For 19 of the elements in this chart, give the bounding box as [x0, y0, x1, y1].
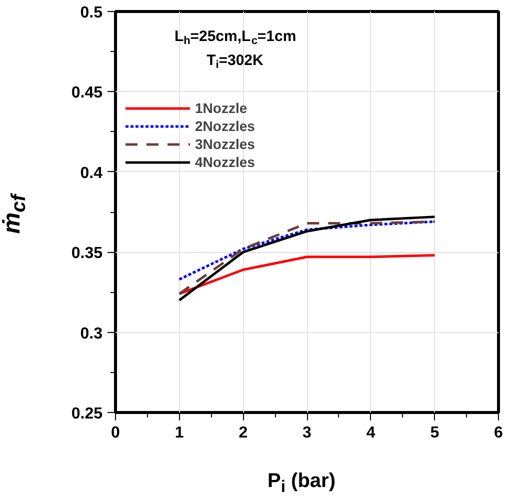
y-tick-label: 0.25 — [71, 406, 103, 422]
legend-label: 4Nozzles — [195, 153, 255, 171]
x-tick-label: 0 — [111, 424, 120, 442]
line-series — [178, 254, 436, 296]
legend-label: 3Nozzles — [195, 135, 255, 153]
x-tick-label: 1 — [174, 424, 184, 442]
x-tick-label: 6 — [494, 424, 504, 442]
y-tick-label: 0.45 — [71, 84, 103, 102]
x-axis-title: P$_{i}$ (bar) — [266, 469, 336, 498]
x-tick-label: 2 — [238, 424, 248, 442]
y-tick-label: 0.35 — [71, 245, 103, 262]
y-tick-label: 0.3 — [80, 325, 103, 342]
x-tick-label: 4 — [366, 424, 376, 442]
legend-label: 2Nozzles — [195, 117, 255, 135]
x-tick-label: 3 — [302, 424, 312, 442]
x-tick-label: 5 — [430, 424, 440, 442]
legend-label: 1Nozzle — [195, 99, 248, 117]
y-tick-label: 0.4 — [80, 164, 103, 182]
y-tick-label: 0.5 — [80, 4, 103, 22]
